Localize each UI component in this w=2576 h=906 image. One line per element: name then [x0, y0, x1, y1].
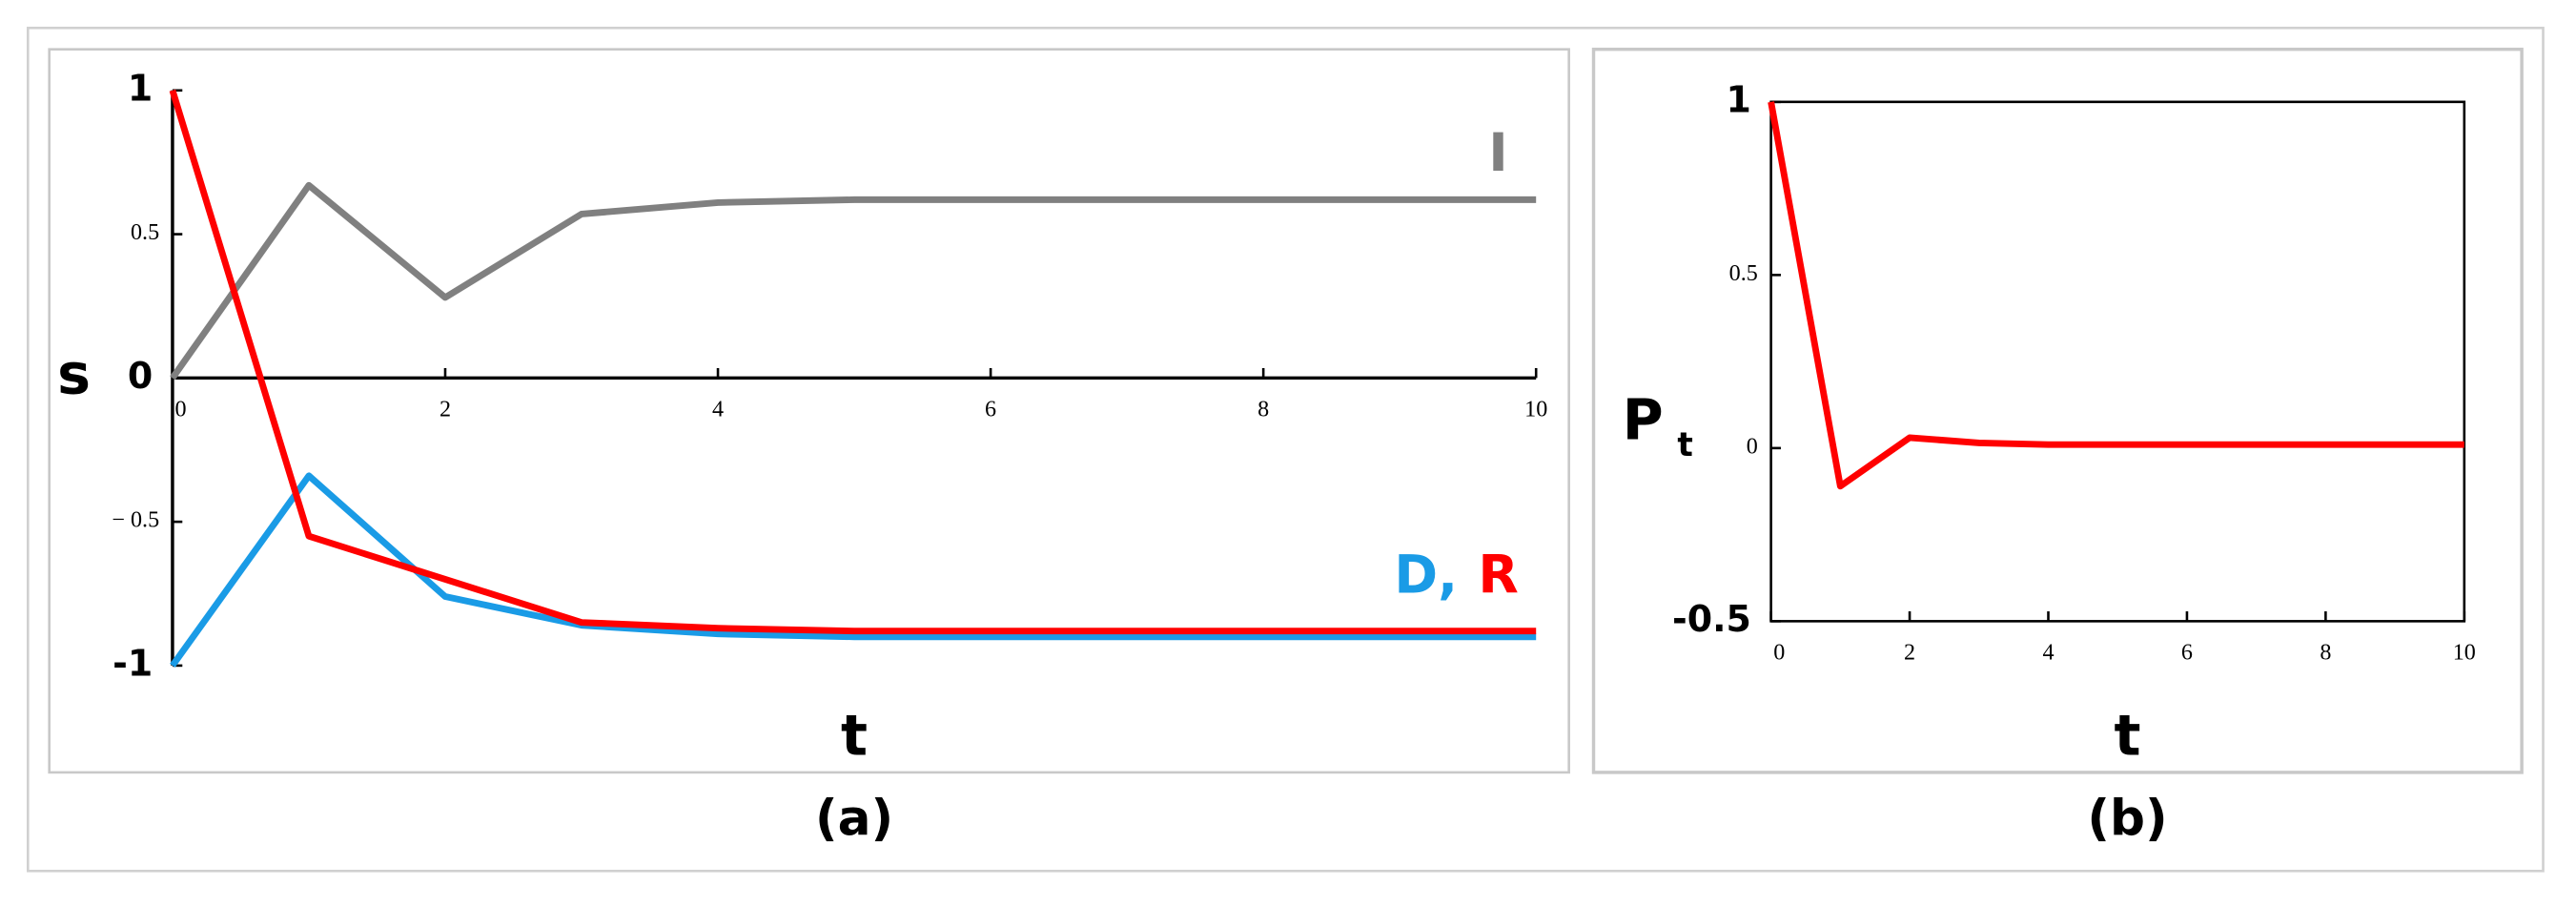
x-tick-label: 2 — [1904, 640, 1915, 665]
series-line — [170, 181, 1537, 381]
y-axis-label-subscript: t — [1677, 426, 1692, 464]
x-tick-label: 10 — [2453, 640, 2476, 665]
panel-caption: (a) — [815, 791, 893, 848]
y-tick-label: 0 — [1747, 434, 1758, 459]
x-axis-label: t — [841, 704, 868, 769]
x-tick-label: 4 — [2042, 640, 2054, 665]
x-tick-label: 4 — [712, 397, 724, 422]
x-tick-label: 8 — [1257, 397, 1269, 422]
panel-frame — [48, 48, 1570, 774]
series-line — [1768, 101, 2464, 490]
panel-frame — [1591, 47, 2524, 774]
x-tick-label: 10 — [1524, 397, 1547, 422]
x-axis-label: t — [2115, 704, 2141, 769]
x-tick-label: 0 — [1773, 640, 1785, 665]
panel-caption: (b) — [2087, 791, 2167, 848]
series-line — [169, 89, 1537, 635]
x-tick-label: 6 — [2181, 640, 2193, 665]
x-tick-label: 6 — [985, 397, 996, 422]
y-tick-label: 1 — [1727, 78, 1751, 120]
series-label: D, — [1394, 546, 1458, 607]
y-tick-label: -0.5 — [1672, 598, 1751, 640]
y-axis-label: P — [1623, 388, 1664, 453]
y-tick-label: 0 — [128, 355, 153, 397]
y-tick-label: 1 — [128, 67, 153, 109]
series-label: R — [1478, 546, 1518, 607]
y-tick-label: − 0.5 — [112, 508, 159, 533]
y-tick-label: -1 — [112, 642, 153, 684]
x-tick-label: 2 — [440, 397, 451, 422]
series-line — [170, 472, 1537, 668]
y-tick-label: 0.5 — [131, 220, 159, 245]
x-tick-label: 8 — [2320, 640, 2331, 665]
series-label: I — [1488, 123, 1508, 184]
y-tick-label: 0.5 — [1729, 261, 1758, 286]
outer-frame — [27, 27, 2545, 873]
x-tick-label: 0 — [175, 397, 187, 422]
plot-frame — [1769, 100, 2466, 623]
y-axis-label: s — [57, 341, 91, 406]
